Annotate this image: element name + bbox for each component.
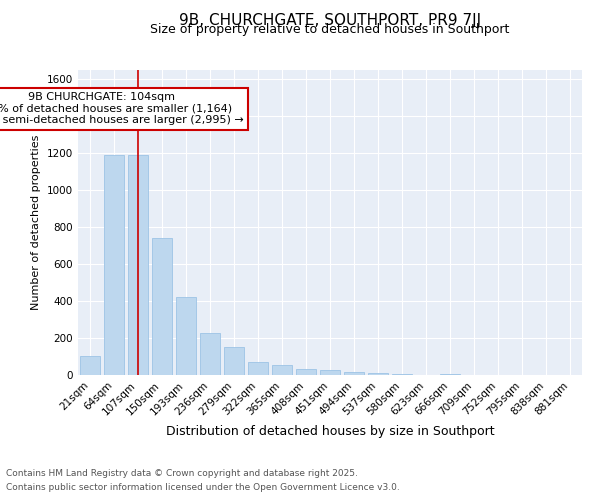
Bar bbox=[152, 238, 172, 375]
Bar bbox=[80, 356, 100, 375]
Bar bbox=[104, 155, 124, 375]
Bar bbox=[248, 362, 268, 375]
Bar bbox=[440, 374, 460, 375]
Bar bbox=[392, 374, 412, 375]
Bar bbox=[368, 373, 388, 375]
Bar bbox=[344, 372, 364, 375]
Text: Size of property relative to detached houses in Southport: Size of property relative to detached ho… bbox=[151, 22, 509, 36]
Y-axis label: Number of detached properties: Number of detached properties bbox=[31, 135, 41, 310]
Bar bbox=[296, 368, 316, 375]
X-axis label: Distribution of detached houses by size in Southport: Distribution of detached houses by size … bbox=[166, 425, 494, 438]
Bar bbox=[200, 334, 220, 375]
Bar bbox=[320, 370, 340, 375]
Bar bbox=[272, 365, 292, 375]
Text: Contains public sector information licensed under the Open Government Licence v3: Contains public sector information licen… bbox=[6, 484, 400, 492]
Bar bbox=[224, 348, 244, 375]
Text: 9B CHURCHGATE: 104sqm
← 28% of detached houses are smaller (1,164)
72% of semi-d: 9B CHURCHGATE: 104sqm ← 28% of detached … bbox=[0, 92, 244, 126]
Bar bbox=[128, 155, 148, 375]
Text: Contains HM Land Registry data © Crown copyright and database right 2025.: Contains HM Land Registry data © Crown c… bbox=[6, 468, 358, 477]
Text: 9B, CHURCHGATE, SOUTHPORT, PR9 7JJ: 9B, CHURCHGATE, SOUTHPORT, PR9 7JJ bbox=[179, 12, 481, 28]
Bar bbox=[176, 298, 196, 375]
